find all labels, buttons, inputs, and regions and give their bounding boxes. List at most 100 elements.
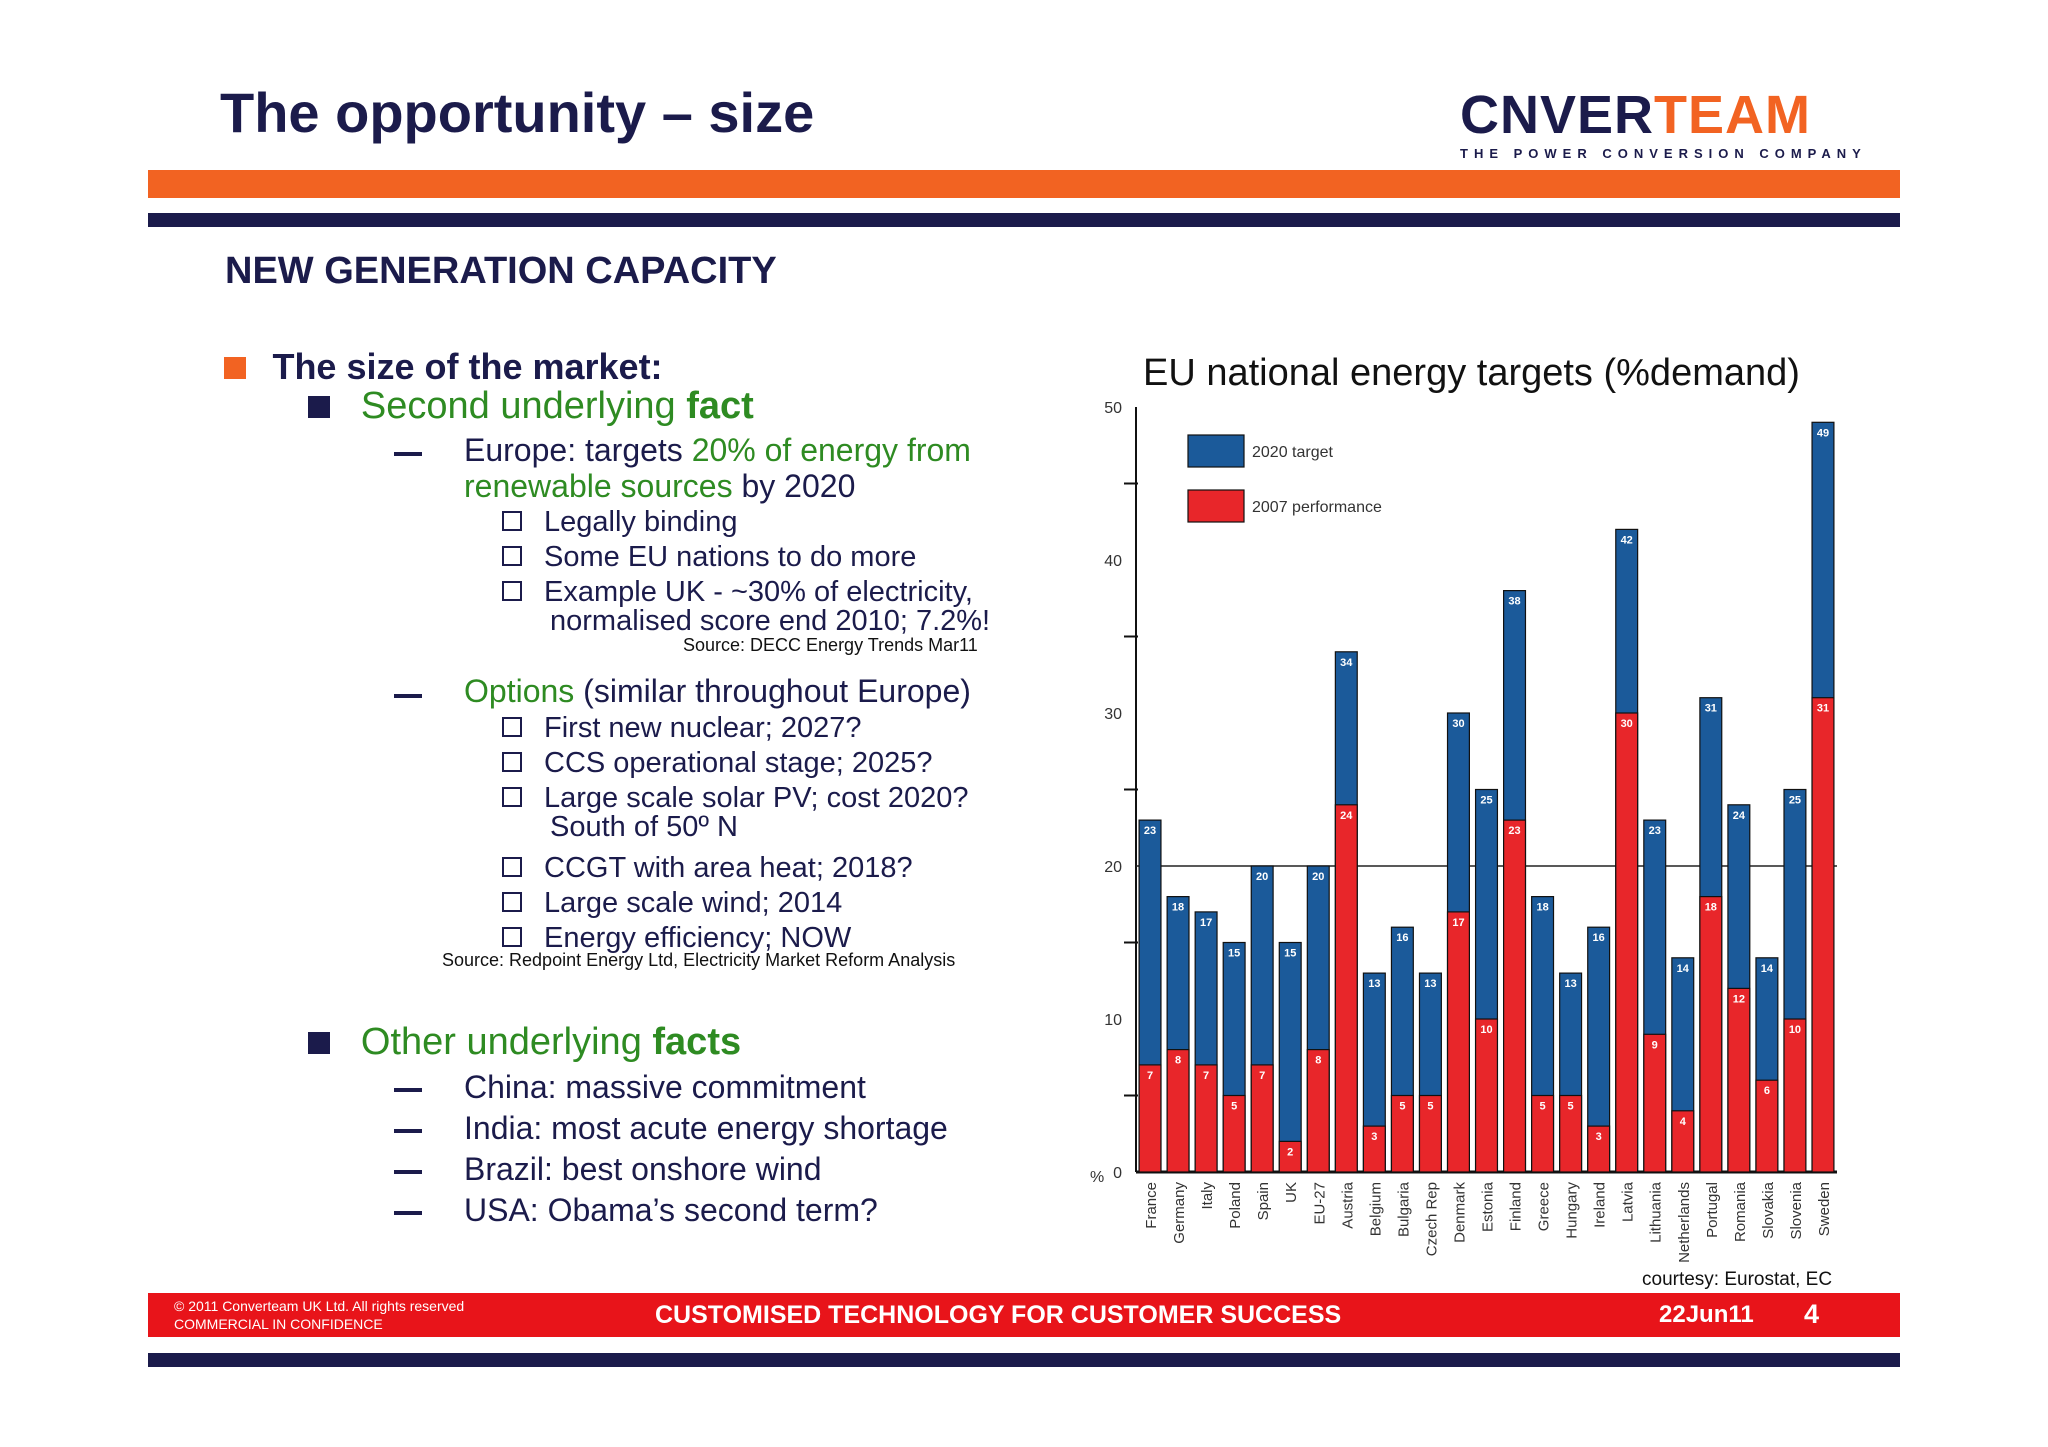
data-label-performance: 5 (1231, 1101, 1237, 1113)
data-label-target: 24 (1733, 810, 1746, 822)
list-item: Energy efficiency; NOW (502, 921, 969, 956)
bar-performance-poland (1222, 1094, 1246, 1173)
energy-targets-chart: 01020304050%237France188Germany177Italy1… (1090, 400, 1837, 1263)
data-label-performance: 5 (1427, 1101, 1433, 1113)
section-heading: NEW GENERATION CAPACITY (225, 250, 777, 292)
x-tick-label: Sweden (1816, 1182, 1833, 1236)
bar-performance-france (1138, 1064, 1162, 1173)
data-label-target: 16 (1396, 932, 1408, 944)
y-tick-label: 0 (1113, 1165, 1122, 1182)
legend-label-performance: 2007 performance (1252, 499, 1382, 516)
checkbox-icon (502, 581, 522, 601)
europe-b: 20% of energy from (691, 432, 971, 468)
x-tick-label: Romania (1732, 1181, 1749, 1242)
footer-copyright-block: © 2011 Converteam UK Ltd. All rights res… (174, 1297, 464, 1333)
source-decc: Source: DECC Energy Trends Mar11 (683, 635, 978, 655)
data-label-target: 15 (1228, 948, 1240, 960)
dash-icon (394, 451, 422, 456)
data-label-performance: 10 (1480, 1024, 1492, 1036)
x-tick-label: EU-27 (1311, 1182, 1328, 1225)
y-tick-label: 50 (1104, 400, 1122, 417)
bullet-fact2: Other underlying facts (308, 1021, 742, 1063)
data-label-performance: 30 (1621, 718, 1633, 730)
bullet-fact1: Second underlying fact (308, 385, 754, 427)
data-label-performance: 2 (1287, 1146, 1293, 1158)
list-item: Brazil: best onshore wind (394, 1149, 948, 1190)
others-list: China: massive commitment India: most ac… (394, 1067, 948, 1231)
data-label-target: 34 (1340, 657, 1353, 669)
x-tick-label: UK (1283, 1182, 1300, 1203)
dash-icon (394, 1169, 422, 1174)
list-item: Example UK - ~30% of electricity, (502, 575, 990, 610)
europe-text: Europe: targets 20% of energy from renew… (464, 432, 1024, 504)
x-tick-label: Czech Rep (1423, 1182, 1440, 1256)
list-item: Some EU nations to do more (502, 540, 990, 575)
checkbox-icon (502, 511, 522, 531)
checkbox-icon (502, 857, 522, 877)
data-label-performance: 5 (1568, 1101, 1574, 1113)
x-tick-label: Ireland (1592, 1182, 1609, 1228)
data-label-target: 30 (1452, 718, 1464, 730)
y-tick-label: 10 (1104, 1012, 1122, 1029)
data-label-target: 49 (1817, 427, 1829, 439)
data-label-performance: 10 (1789, 1024, 1801, 1036)
list-item: China: massive commitment (394, 1067, 948, 1108)
page-title: The opportunity – size (220, 81, 815, 144)
x-tick-label: Poland (1227, 1182, 1244, 1229)
bar-target-uk (1278, 941, 1302, 1173)
bar-performance-eu-27 (1306, 1048, 1330, 1173)
chart-source-note: courtesy: Eurostat, EC (1642, 1269, 1833, 1290)
data-label-target: 31 (1705, 703, 1717, 715)
x-tick-label: Hungary (1564, 1182, 1581, 1239)
sub1-list: Legally binding Some EU nations to do mo… (502, 505, 990, 639)
data-label-performance: 12 (1733, 993, 1745, 1005)
bar-performance-italy (1194, 1064, 1218, 1173)
x-tick-label: Slovenia (1788, 1181, 1805, 1239)
converteam-logo: CNVERTEAM THE POWER CONVERSION COMPANY (1460, 85, 1880, 161)
y-tick-label: 20 (1104, 859, 1122, 876)
y-tick-label: 30 (1104, 706, 1122, 723)
x-tick-label: Finland (1508, 1182, 1525, 1231)
x-tick-label: France (1143, 1182, 1160, 1229)
dash-icon (394, 1210, 422, 1215)
x-tick-label: Latvia (1620, 1181, 1637, 1222)
bar-performance-uk (1278, 1140, 1302, 1173)
x-tick-label: Portugal (1704, 1182, 1721, 1238)
bullet-l1-text: The size of the market: (272, 346, 663, 387)
fact1-bold: fact (686, 385, 754, 427)
data-label-target: 18 (1536, 902, 1548, 914)
data-label-target: 25 (1480, 795, 1492, 807)
data-label-performance: 24 (1340, 810, 1353, 822)
fact2-text: Other underlying (360, 1021, 653, 1063)
orange-square-bullet-icon (224, 357, 246, 379)
x-tick-label: Denmark (1451, 1182, 1468, 1243)
footer-tagline: CUSTOMISED TECHNOLOGY FOR CUSTOMER SUCCE… (655, 1301, 1342, 1329)
data-label-performance: 4 (1680, 1116, 1687, 1128)
legend-label-target: 2020 target (1252, 444, 1334, 461)
data-label-performance: 3 (1596, 1131, 1602, 1143)
x-tick-label: Spain (1255, 1182, 1272, 1220)
logo-team: TEAM (1654, 85, 1812, 145)
dash-options (394, 675, 422, 711)
data-label-target: 25 (1789, 795, 1801, 807)
x-tick-label: Belgium (1367, 1182, 1384, 1236)
data-label-performance: 5 (1540, 1101, 1546, 1113)
chart-title: EU national energy targets (%demand) (1143, 352, 1800, 394)
navy-square-bullet-icon (308, 396, 330, 418)
logo-nver: NVER (1500, 85, 1655, 145)
footer-page-number: 4 (1804, 1299, 1820, 1329)
header-orange-bar (148, 170, 1900, 198)
fact2-bold: facts (652, 1021, 742, 1063)
bar-performance-latvia (1615, 712, 1639, 1173)
bar-performance-germany (1166, 1048, 1190, 1173)
data-label-performance: 8 (1175, 1055, 1181, 1067)
footer-date: 22Jun11 (1659, 1301, 1754, 1328)
data-label-target: 42 (1621, 534, 1633, 546)
data-label-target: 38 (1508, 596, 1520, 608)
bar-performance-hungary (1559, 1094, 1583, 1173)
data-label-target: 20 (1256, 871, 1268, 883)
x-tick-label: Slovakia (1760, 1181, 1777, 1238)
options-text: Options (similar throughout Europe) (464, 673, 971, 709)
dash-europe (394, 433, 422, 469)
footer-bar (148, 1293, 1900, 1337)
